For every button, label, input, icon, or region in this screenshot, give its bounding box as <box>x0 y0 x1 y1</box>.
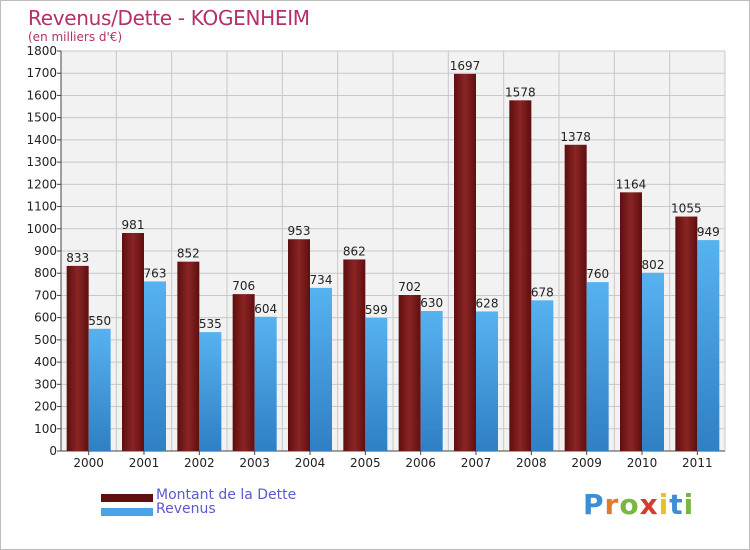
logo-letter: P <box>583 488 605 521</box>
data-labels: 833 550 981 763 852 535 706 604 953 734 862 599 702 6… <box>66 59 720 331</box>
bar-revenus <box>365 317 388 451</box>
chart-subtitle: (en milliers d'€) <box>28 30 123 44</box>
logo-letter: o <box>619 488 640 521</box>
bar-revenus <box>144 281 166 451</box>
bar-revenus <box>697 240 720 451</box>
bar-revenus <box>531 300 554 451</box>
bar-revenus <box>310 287 332 451</box>
data-label-dette: 953 <box>288 224 311 238</box>
data-label-revenus: 678 <box>531 285 554 299</box>
bars <box>66 73 720 452</box>
logo-letter: r <box>604 488 620 521</box>
legend-label-dette: Montant de la Dette <box>156 487 297 503</box>
y-tick-label: 1700 <box>26 66 57 80</box>
data-label-revenus: 630 <box>420 296 443 310</box>
bar-dette <box>343 259 366 451</box>
data-label-revenus: 734 <box>310 273 333 287</box>
x-tick-label: 2011 <box>682 456 713 470</box>
bar-dette <box>122 233 144 451</box>
data-label-dette: 1164 <box>616 177 647 191</box>
bar-dette <box>232 294 255 451</box>
legend-swatch-revenus <box>101 508 153 516</box>
bar-dette <box>675 216 698 451</box>
x-tick-label: 2006 <box>405 456 436 470</box>
data-label-dette: 702 <box>398 280 421 294</box>
data-label-revenus: 535 <box>199 317 222 331</box>
y-tick-label: 1100 <box>26 200 57 214</box>
bar-dette <box>177 261 200 451</box>
proxiti-logo: Proxiti <box>583 488 694 521</box>
y-tick-label: 300 <box>34 377 57 391</box>
x-tick-label: 2001 <box>129 456 160 470</box>
bar-revenus <box>88 328 111 451</box>
data-label-revenus: 550 <box>88 314 111 328</box>
bar-revenus <box>586 282 609 451</box>
logo-letter: x <box>639 488 659 521</box>
y-tick-label: 500 <box>34 333 57 347</box>
y-tick-label: 1600 <box>26 88 57 102</box>
x-tick-label: 2005 <box>350 456 381 470</box>
bar-dette <box>398 295 421 451</box>
x-tick-label: 2000 <box>73 456 104 470</box>
y-tick-label: 600 <box>34 311 57 325</box>
data-label-dette: 706 <box>232 279 255 293</box>
y-tick-label: 0 <box>49 444 57 458</box>
bar-dette <box>454 73 476 451</box>
x-tick-label: 2004 <box>295 456 326 470</box>
bar-revenus <box>642 272 664 451</box>
x-tick-label: 2007 <box>461 456 492 470</box>
bar-revenus <box>254 316 277 451</box>
bar-dette <box>509 100 532 451</box>
data-label-dette: 1578 <box>505 85 536 99</box>
data-label-revenus: 628 <box>476 296 499 310</box>
bar-revenus <box>420 311 443 451</box>
y-tick-label: 1800 <box>26 44 57 58</box>
y-tick-label: 700 <box>34 288 57 302</box>
data-label-revenus: 604 <box>254 302 277 316</box>
logo-letter: t <box>669 488 684 521</box>
chart-title: Revenus/Dette - KOGENHEIM <box>28 6 310 30</box>
x-tick-label: 2002 <box>184 456 215 470</box>
axes: 0 100 200 300 400 500 600 700 800 900 1000 1100 1200… <box>26 44 725 470</box>
logo-letter: i <box>658 488 670 521</box>
bar-dette <box>66 265 89 451</box>
data-label-revenus: 599 <box>365 303 388 317</box>
data-label-dette: 852 <box>177 247 200 261</box>
y-tick-label: 200 <box>34 400 57 414</box>
legend-label-revenus: Revenus <box>156 501 216 517</box>
data-label-dette: 1697 <box>450 59 481 73</box>
bar-revenus <box>199 332 222 451</box>
y-tick-label: 100 <box>34 422 57 436</box>
bar-dette <box>288 239 310 451</box>
data-label-dette: 862 <box>343 244 366 258</box>
y-tick-label: 900 <box>34 244 57 258</box>
y-tick-label: 800 <box>34 266 57 280</box>
data-label-dette: 1378 <box>560 130 591 144</box>
y-tick-label: 1000 <box>26 222 57 236</box>
y-tick-label: 1300 <box>26 155 57 169</box>
data-label-dette: 833 <box>66 251 89 265</box>
y-tick-label: 400 <box>34 355 57 369</box>
bar-revenus <box>476 311 498 451</box>
x-tick-label: 2009 <box>571 456 602 470</box>
data-label-revenus: 763 <box>144 266 167 280</box>
logo-letter: i <box>683 488 695 521</box>
grid-lines <box>60 50 726 452</box>
data-label-revenus: 949 <box>697 225 720 239</box>
data-label-dette: 981 <box>122 218 145 232</box>
x-tick-label: 2003 <box>239 456 270 470</box>
x-tick-label: 2010 <box>627 456 658 470</box>
bar-dette <box>620 192 642 452</box>
y-tick-label: 1400 <box>26 133 57 147</box>
data-label-dette: 1055 <box>671 202 702 216</box>
y-tick-label: 1500 <box>26 111 57 125</box>
data-label-revenus: 760 <box>586 267 609 281</box>
x-tick-label: 2008 <box>516 456 547 470</box>
legend-swatch-dette <box>101 494 153 502</box>
y-tick-label: 1200 <box>26 177 57 191</box>
data-label-revenus: 802 <box>642 258 665 272</box>
bar-dette <box>564 144 587 451</box>
